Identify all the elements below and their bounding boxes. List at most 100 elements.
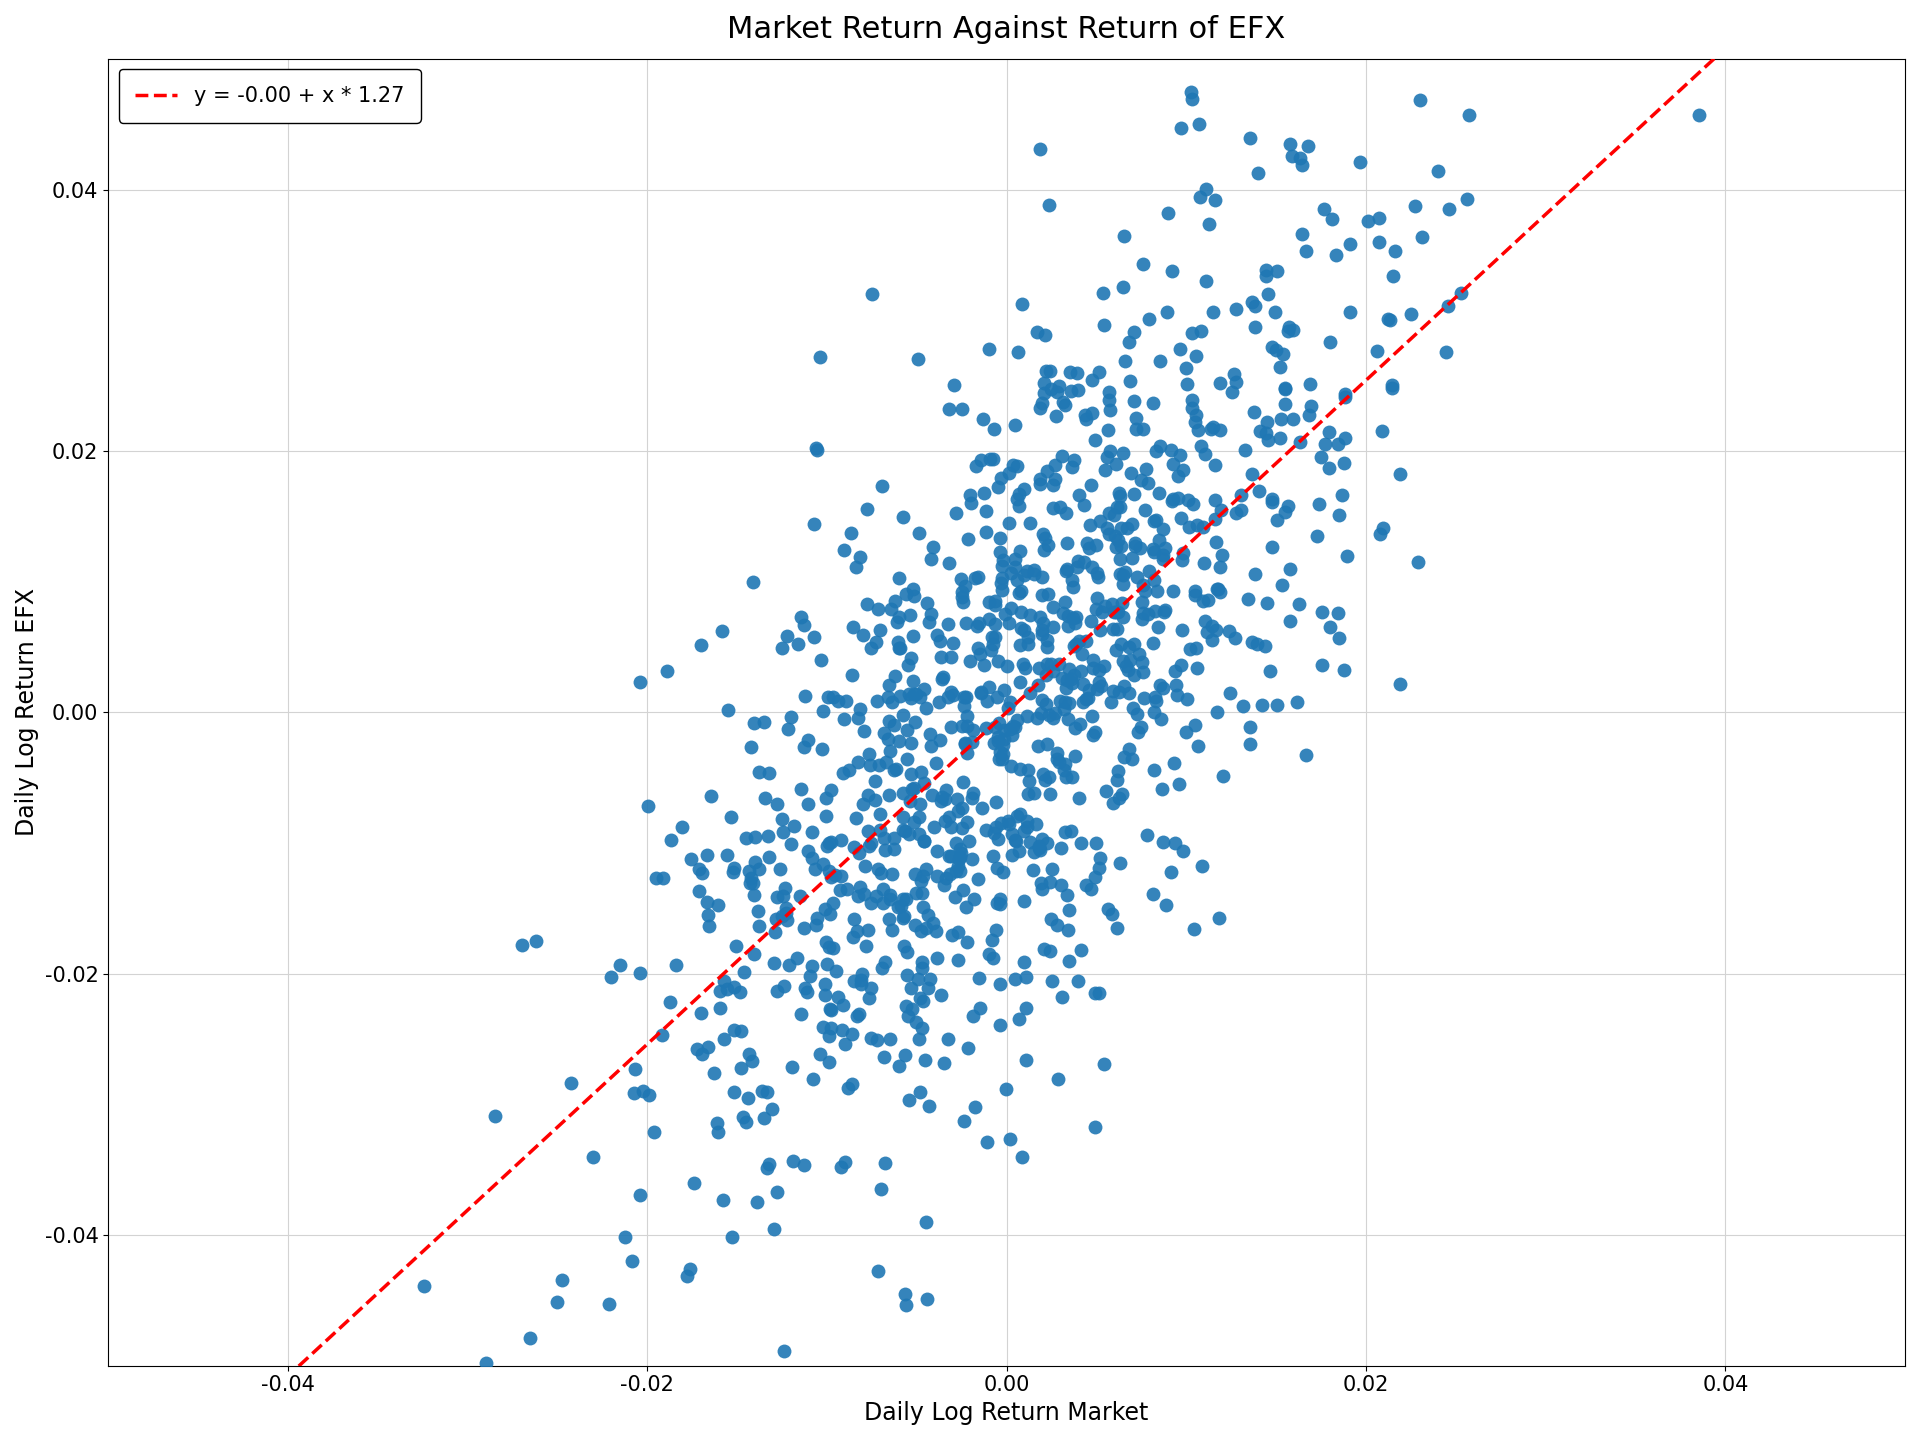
Point: [1046, 390, 1077, 413]
Point: [507, 933, 538, 956]
Point: [747, 1080, 778, 1103]
Point: [1200, 507, 1231, 530]
Point: [1150, 599, 1181, 622]
Point: [718, 976, 749, 999]
Point: [916, 783, 947, 806]
Point: [1235, 716, 1265, 739]
Point: [862, 1260, 893, 1283]
Point: [1198, 300, 1229, 323]
Point: [1091, 779, 1121, 802]
Point: [409, 1274, 440, 1297]
Point: [785, 606, 816, 629]
Point: [733, 871, 764, 894]
Point: [1142, 615, 1173, 638]
Point: [1046, 445, 1077, 468]
Point: [981, 857, 1012, 880]
Point: [718, 861, 749, 884]
Point: [958, 887, 989, 910]
Point: [906, 870, 937, 893]
Point: [1023, 674, 1054, 697]
Point: [935, 815, 966, 838]
Point: [879, 713, 910, 736]
Point: [1260, 301, 1290, 324]
Point: [916, 602, 947, 625]
Point: [655, 991, 685, 1014]
Point: [893, 1005, 924, 1028]
Point: [972, 690, 1002, 713]
Point: [1081, 831, 1112, 854]
Point: [883, 605, 914, 628]
Point: [666, 816, 697, 840]
Point: [1171, 688, 1202, 711]
Point: [1056, 380, 1087, 403]
Point: [1363, 230, 1394, 253]
Point: [1106, 632, 1137, 655]
Point: [1056, 766, 1087, 789]
Point: [833, 759, 864, 782]
Point: [1100, 600, 1131, 624]
Point: [1146, 778, 1177, 801]
Point: [1037, 652, 1068, 675]
Point: [1069, 874, 1100, 897]
Point: [826, 864, 856, 887]
Point: [1083, 586, 1114, 609]
Point: [876, 887, 906, 910]
Point: [860, 770, 891, 793]
Point: [1021, 320, 1052, 343]
Point: [1012, 809, 1043, 832]
Point: [768, 973, 799, 996]
Point: [1121, 566, 1152, 589]
Point: [1050, 821, 1081, 844]
Point: [973, 942, 1004, 965]
Point: [1027, 612, 1058, 635]
Point: [1236, 462, 1267, 485]
Point: [1027, 523, 1058, 546]
Point: [1240, 562, 1271, 585]
Point: [1052, 707, 1083, 730]
Point: [854, 1027, 885, 1050]
Point: [950, 896, 981, 919]
Point: [1050, 503, 1081, 526]
Point: [480, 1104, 511, 1128]
Point: [547, 1269, 578, 1292]
Point: [1050, 691, 1081, 714]
Point: [912, 976, 943, 999]
Point: [1265, 408, 1296, 431]
Point: [1025, 838, 1056, 861]
Point: [1031, 360, 1062, 383]
Point: [1119, 320, 1150, 343]
Point: [1104, 484, 1135, 507]
Point: [1062, 379, 1092, 402]
Point: [1000, 547, 1031, 570]
Point: [1083, 658, 1114, 681]
Point: [1167, 840, 1198, 863]
Point: [1023, 472, 1054, 495]
Point: [1165, 507, 1196, 530]
Point: [897, 647, 927, 670]
Point: [1127, 602, 1158, 625]
Point: [929, 788, 960, 811]
Point: [749, 786, 780, 809]
Point: [1329, 426, 1359, 449]
Point: [541, 1290, 572, 1313]
Point: [1031, 831, 1062, 854]
Point: [1010, 966, 1041, 989]
Point: [1004, 670, 1035, 693]
Point: [960, 1096, 991, 1119]
Point: [1275, 557, 1306, 580]
Point: [1423, 160, 1453, 183]
Point: [595, 965, 626, 988]
Point: [931, 867, 962, 890]
Point: [1139, 701, 1169, 724]
Point: [1250, 422, 1281, 445]
Point: [1012, 704, 1043, 727]
Point: [887, 887, 918, 910]
Point: [801, 438, 831, 461]
Point: [922, 864, 952, 887]
Point: [952, 742, 983, 765]
Point: [1104, 495, 1135, 518]
Point: [948, 770, 979, 793]
Point: [1085, 675, 1116, 698]
Point: [1258, 536, 1288, 559]
Point: [799, 513, 829, 536]
